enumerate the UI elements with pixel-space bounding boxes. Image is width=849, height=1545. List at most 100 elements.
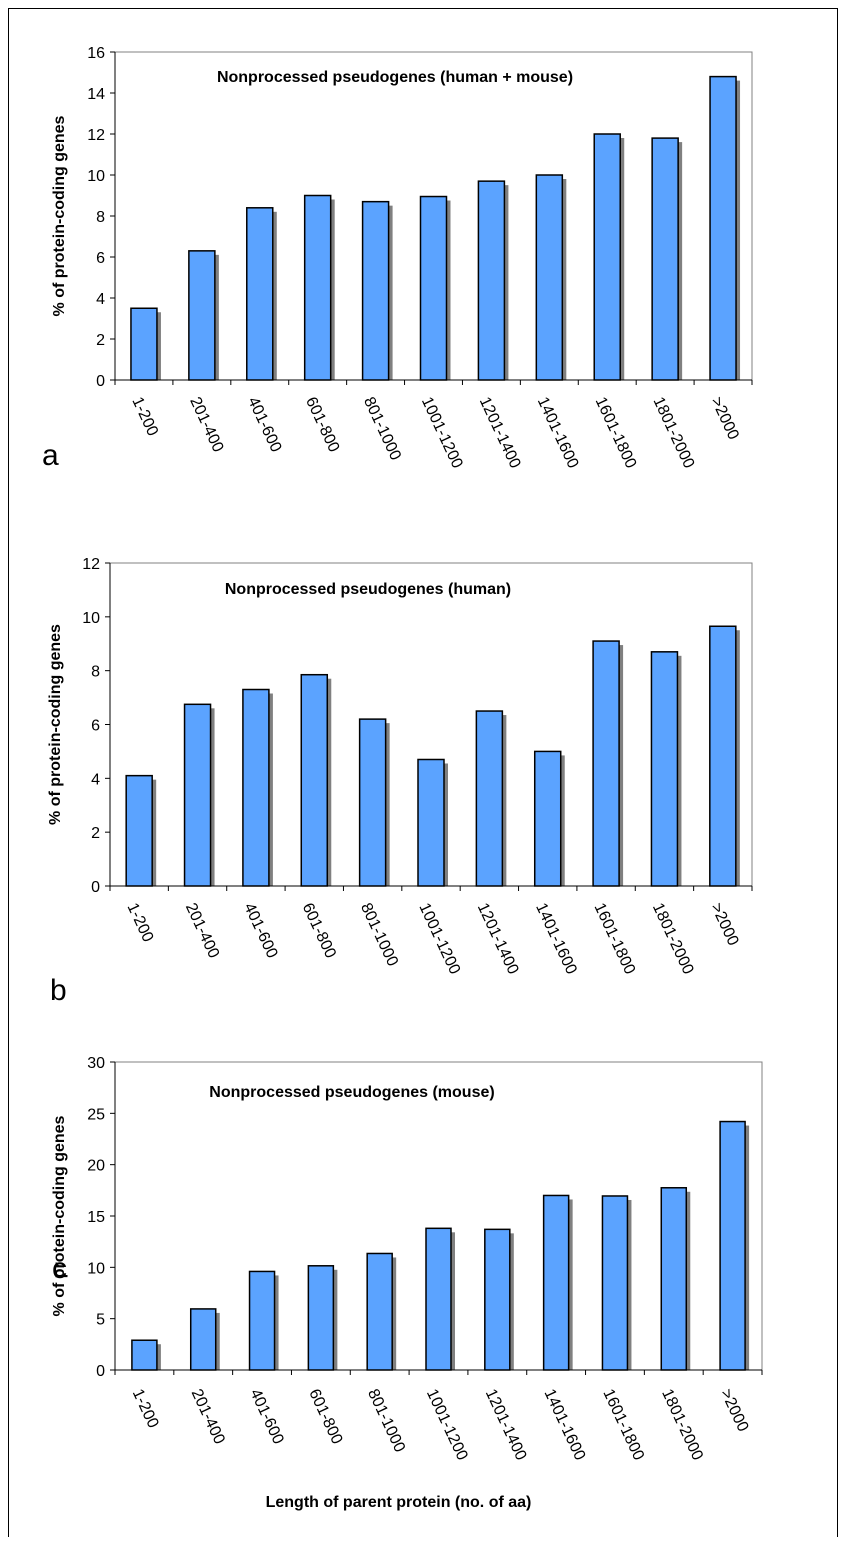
chart-panel-a: 0 2 4 6 8 10 12 14 16 1-200 201-400 401-600 601-800 8… bbox=[42, 45, 753, 472]
x-tick-label: 1801-2000 bbox=[650, 395, 698, 472]
bar bbox=[361, 200, 390, 381]
y-tick-label: 16 bbox=[87, 45, 105, 62]
chart-title: Nonprocessed pseudogenes (mouse) bbox=[209, 1084, 494, 1101]
y-tick-label: 0 bbox=[96, 1363, 105, 1380]
bar bbox=[303, 194, 332, 381]
y-tick-label: 14 bbox=[87, 86, 105, 103]
y-tick-label: 8 bbox=[96, 209, 105, 226]
x-tick-label: 1801-2000 bbox=[649, 901, 697, 978]
bar bbox=[246, 207, 274, 381]
x-tick-label: 1801-2000 bbox=[658, 1387, 706, 1464]
bar bbox=[130, 307, 158, 381]
chart-panel-b: 0 2 4 6 8 10 12 1-200 201-400 401-600 601-800 801-1… bbox=[47, 556, 753, 1007]
bar bbox=[533, 750, 562, 887]
y-tick-label: 0 bbox=[96, 373, 105, 390]
x-tick-label: >2000 bbox=[707, 395, 741, 443]
bar bbox=[183, 703, 212, 887]
bar bbox=[366, 1252, 393, 1371]
x-tick-label: 1601-1800 bbox=[592, 395, 640, 472]
y-tick-label: 8 bbox=[91, 664, 100, 681]
chart-panel-c: 0 5 10 15 20 25 30 1-200 201-400 401-600 601-800 80… bbox=[51, 1055, 763, 1511]
bar bbox=[709, 625, 737, 887]
y-tick-label: 4 bbox=[96, 291, 105, 308]
bar bbox=[417, 758, 445, 887]
y-tick-label: 10 bbox=[82, 610, 100, 627]
x-tick-label: 801-1000 bbox=[360, 395, 404, 464]
x-tick-label: 1001-1200 bbox=[415, 901, 463, 978]
bar bbox=[484, 1228, 511, 1371]
panel-label: b bbox=[50, 974, 67, 1007]
bar bbox=[475, 710, 504, 887]
x-tick-label: 1201-1400 bbox=[476, 395, 524, 472]
y-tick-label: 10 bbox=[87, 1260, 105, 1277]
bar bbox=[542, 1194, 570, 1371]
x-tick-label: 401-600 bbox=[246, 1387, 286, 1447]
y-tick-label: 10 bbox=[87, 168, 105, 185]
chart-title: Nonprocessed pseudogenes (human + mouse) bbox=[217, 69, 573, 86]
figure-frame bbox=[8, 8, 838, 1537]
bar bbox=[709, 75, 737, 381]
bar bbox=[358, 718, 387, 887]
x-tick-label: 1001-1200 bbox=[423, 1387, 471, 1464]
bar bbox=[307, 1265, 335, 1371]
y-tick-label: 15 bbox=[87, 1209, 105, 1226]
y-tick-label: 2 bbox=[96, 332, 105, 349]
panel-label: c bbox=[52, 1252, 67, 1285]
x-tick-label: 1001-1200 bbox=[418, 395, 466, 472]
bar bbox=[419, 195, 448, 381]
x-tick-label: 1-200 bbox=[128, 395, 161, 439]
bar bbox=[248, 1270, 276, 1371]
y-tick-label: 30 bbox=[87, 1055, 105, 1072]
y-tick-label: 5 bbox=[96, 1312, 105, 1329]
y-tick-label: 6 bbox=[91, 718, 100, 735]
x-tick-label: 201-400 bbox=[186, 395, 226, 455]
bar bbox=[593, 133, 621, 381]
x-tick-label: 801-1000 bbox=[364, 1387, 408, 1456]
x-tick-label: 1401-1600 bbox=[541, 1387, 589, 1464]
bar bbox=[477, 180, 506, 381]
y-tick-label: 25 bbox=[87, 1106, 105, 1123]
x-tick-label: 401-600 bbox=[244, 395, 284, 455]
x-tick-label: 1401-1600 bbox=[532, 901, 580, 978]
panel-label: a bbox=[42, 439, 59, 472]
y-tick-label: 12 bbox=[82, 556, 100, 573]
bar bbox=[131, 1339, 158, 1371]
x-tick-label: 1401-1600 bbox=[534, 395, 582, 472]
bar bbox=[660, 1187, 688, 1371]
x-tick-label: >2000 bbox=[717, 1387, 751, 1435]
x-tick-label: 601-800 bbox=[305, 1387, 345, 1447]
x-tick-label: 801-1000 bbox=[357, 901, 401, 970]
y-tick-label: 6 bbox=[96, 250, 105, 267]
y-tick-label: 4 bbox=[91, 771, 100, 788]
x-tick-label: 201-400 bbox=[188, 1387, 228, 1447]
y-axis-label: % of protein-coding genes bbox=[51, 115, 68, 316]
x-tick-label: 1601-1800 bbox=[590, 901, 638, 978]
bar bbox=[125, 774, 153, 887]
chart-title: Nonprocessed pseudogenes (human) bbox=[225, 581, 511, 598]
y-tick-label: 12 bbox=[87, 127, 105, 144]
bar bbox=[592, 640, 620, 887]
x-tick-label: >2000 bbox=[707, 901, 741, 949]
y-axis-label: % of protein-coding genes bbox=[47, 624, 64, 825]
bar bbox=[425, 1227, 452, 1371]
x-tick-label: 601-800 bbox=[299, 901, 339, 961]
y-tick-label: 0 bbox=[91, 879, 100, 896]
bar bbox=[650, 651, 679, 887]
x-axis-label: Length of parent protein (no. of aa) bbox=[266, 1494, 532, 1511]
x-tick-label: 601-800 bbox=[302, 395, 342, 455]
bar bbox=[188, 250, 216, 381]
x-tick-label: 1601-1800 bbox=[599, 1387, 647, 1464]
x-tick-label: 1201-1400 bbox=[482, 1387, 530, 1464]
x-tick-label: 1-200 bbox=[124, 901, 157, 945]
x-tick-label: 1201-1400 bbox=[474, 901, 522, 978]
bar bbox=[535, 174, 564, 381]
y-tick-label: 2 bbox=[91, 825, 100, 842]
bar bbox=[242, 688, 270, 887]
bar bbox=[651, 137, 679, 381]
bar bbox=[601, 1195, 629, 1371]
bar bbox=[719, 1120, 746, 1371]
x-tick-label: 401-600 bbox=[240, 901, 280, 961]
bar bbox=[189, 1308, 217, 1371]
x-tick-label: 1-200 bbox=[129, 1387, 162, 1431]
